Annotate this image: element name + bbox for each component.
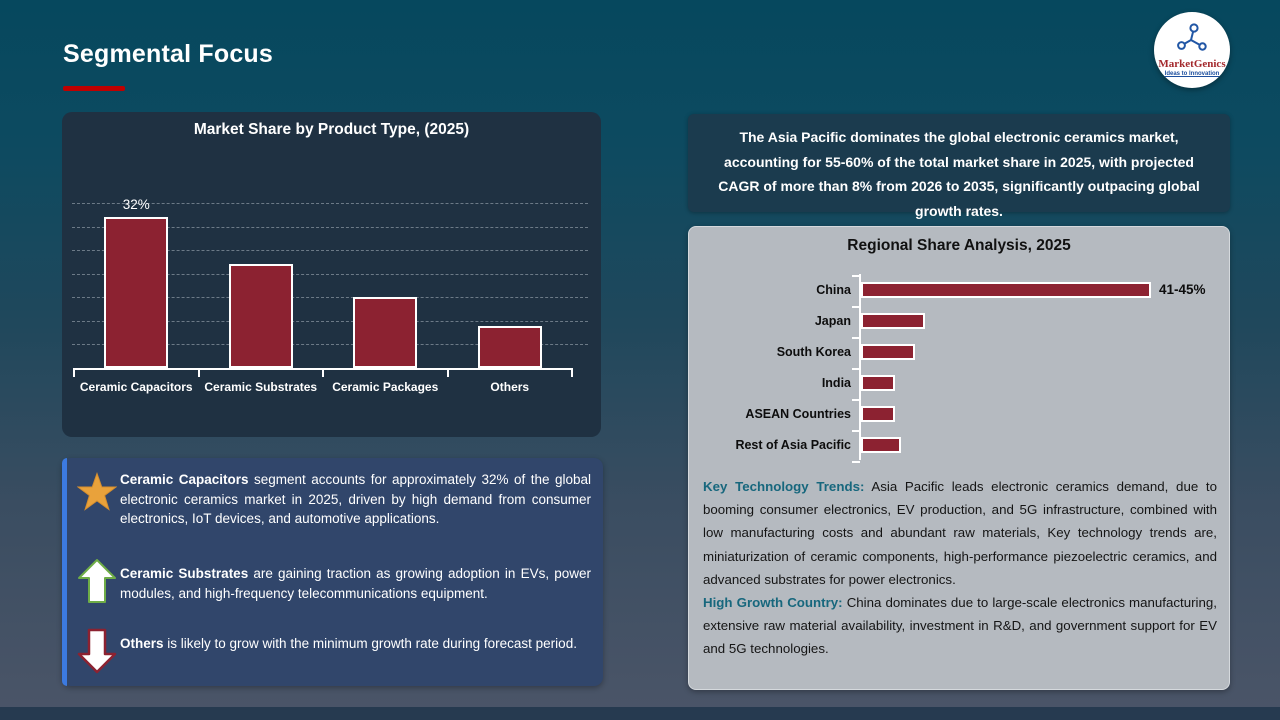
down-arrow-icon xyxy=(76,628,118,674)
insight-others-lead: Others xyxy=(120,636,164,651)
bar-south-korea xyxy=(861,344,915,360)
product-chart-title: Market Share by Product Type, (2025) xyxy=(193,121,470,138)
page-title: Segmental Focus xyxy=(63,40,273,68)
x-axis-category-label: Ceramic Substrates xyxy=(204,380,318,394)
y-axis-tick xyxy=(852,460,860,463)
y-axis-tick xyxy=(852,305,860,308)
gridline xyxy=(72,226,588,228)
product-chart-panel: Market Share by Product Type, (2025) 32%… xyxy=(62,112,601,437)
y-axis-category-label: Rest of Asia Pacific xyxy=(735,438,851,452)
key-technology-trends-label: Key Technology Trends: xyxy=(703,479,865,494)
y-axis-tick xyxy=(852,274,860,277)
logo-name: MarketGenics xyxy=(1158,57,1226,70)
insight-others-text: is likely to grow with the minimum growt… xyxy=(167,636,577,651)
bar-india xyxy=(861,375,895,391)
high-growth-country-text: China dominates due to large-scale elect… xyxy=(703,595,1217,657)
insight-others: Others is likely to grow with the minimu… xyxy=(120,634,591,654)
insight-ceramic-capacitors-text: segment accounts for approximately 32% o… xyxy=(120,472,591,526)
gridline xyxy=(72,320,588,322)
bar-data-label: 32% xyxy=(122,197,150,213)
regional-chart-title: Regional Share Analysis, 2025 xyxy=(847,237,1071,254)
y-axis-tick xyxy=(852,336,860,339)
key-technology-trends: Key Technology Trends: Asia Pacific lead… xyxy=(703,475,1217,591)
y-axis-category-label: ASEAN Countries xyxy=(745,407,851,421)
x-axis-tick xyxy=(197,368,200,377)
x-axis-tick xyxy=(446,368,449,377)
bar-japan xyxy=(861,313,926,329)
molecule-icon xyxy=(1175,22,1209,58)
gridline xyxy=(72,344,588,346)
y-axis-category-label: Japan xyxy=(814,314,851,328)
gridline xyxy=(72,203,588,204)
bar-others xyxy=(477,325,542,368)
insight-ceramic-capacitors: Ceramic Capacitors segment accounts for … xyxy=(120,470,591,529)
apac-highlight-box: The Asia Pacific dominates the global el… xyxy=(688,114,1230,219)
title-underline xyxy=(63,86,125,91)
high-growth-country: High Growth Country: China dominates due… xyxy=(703,591,1217,661)
x-axis-tick xyxy=(73,368,75,377)
product-bar-chart: 32% Ceramic Capacitors Ceramic Substrates C… xyxy=(62,112,601,437)
insight-ceramic-substrates-text: are gaining traction as growing adoption… xyxy=(120,566,591,601)
y-axis-category-label: China xyxy=(816,283,851,297)
regional-bar-chart: China 41-45% Japan South Korea India ASEAN Co… xyxy=(689,227,1229,473)
bar-rest-of-asia-pacific xyxy=(861,437,902,453)
y-axis-line xyxy=(859,274,861,460)
bar-ceramic-substrates xyxy=(228,264,293,368)
insight-ceramic-substrates-lead: Ceramic Substrates xyxy=(120,566,249,581)
bottom-strip xyxy=(0,707,1280,720)
gridline xyxy=(72,297,588,299)
bar-ceramic-capacitors xyxy=(104,217,169,368)
bar-ceramic-packages xyxy=(353,297,418,368)
bar-data-label: 41-45% xyxy=(1159,282,1206,297)
key-technology-trends-text: Asia Pacific leads electronic ceramics d… xyxy=(703,479,1217,587)
star-icon xyxy=(76,472,118,512)
marketgenics-logo: MarketGenics Ideas to Innovation xyxy=(1154,12,1230,88)
x-axis-category-label: Ceramic Capacitors xyxy=(79,380,193,394)
insight-ceramic-capacitors-lead: Ceramic Capacitors xyxy=(120,472,249,487)
logo-tagline: Ideas to Innovation xyxy=(1164,70,1220,77)
up-arrow-icon xyxy=(76,558,118,604)
y-axis-category-label: India xyxy=(821,376,851,390)
insights-box: Ceramic Capacitors segment accounts for … xyxy=(62,458,603,686)
x-axis-tick xyxy=(322,368,324,377)
y-axis-category-label: South Korea xyxy=(776,345,851,359)
y-axis-tick xyxy=(852,398,860,401)
bar-china xyxy=(861,282,1152,298)
x-axis-tick xyxy=(571,368,573,377)
y-axis-tick xyxy=(852,367,860,370)
x-axis-category-label: Ceramic Packages xyxy=(332,380,439,394)
regional-commentary: Key Technology Trends: Asia Pacific lead… xyxy=(703,475,1217,661)
x-axis-category-label: Others xyxy=(490,380,530,394)
y-axis-tick xyxy=(852,429,860,432)
regional-analysis-panel: Regional Share Analysis, 2025 China 41-45… xyxy=(688,226,1230,690)
apac-highlight-text: The Asia Pacific dominates the global el… xyxy=(718,129,1200,219)
insight-ceramic-substrates: Ceramic Substrates are gaining traction … xyxy=(120,564,591,603)
gridline xyxy=(72,250,588,252)
gridline xyxy=(72,273,588,275)
bar-asean-countries xyxy=(861,406,895,422)
high-growth-country-label: High Growth Country: xyxy=(703,595,843,611)
